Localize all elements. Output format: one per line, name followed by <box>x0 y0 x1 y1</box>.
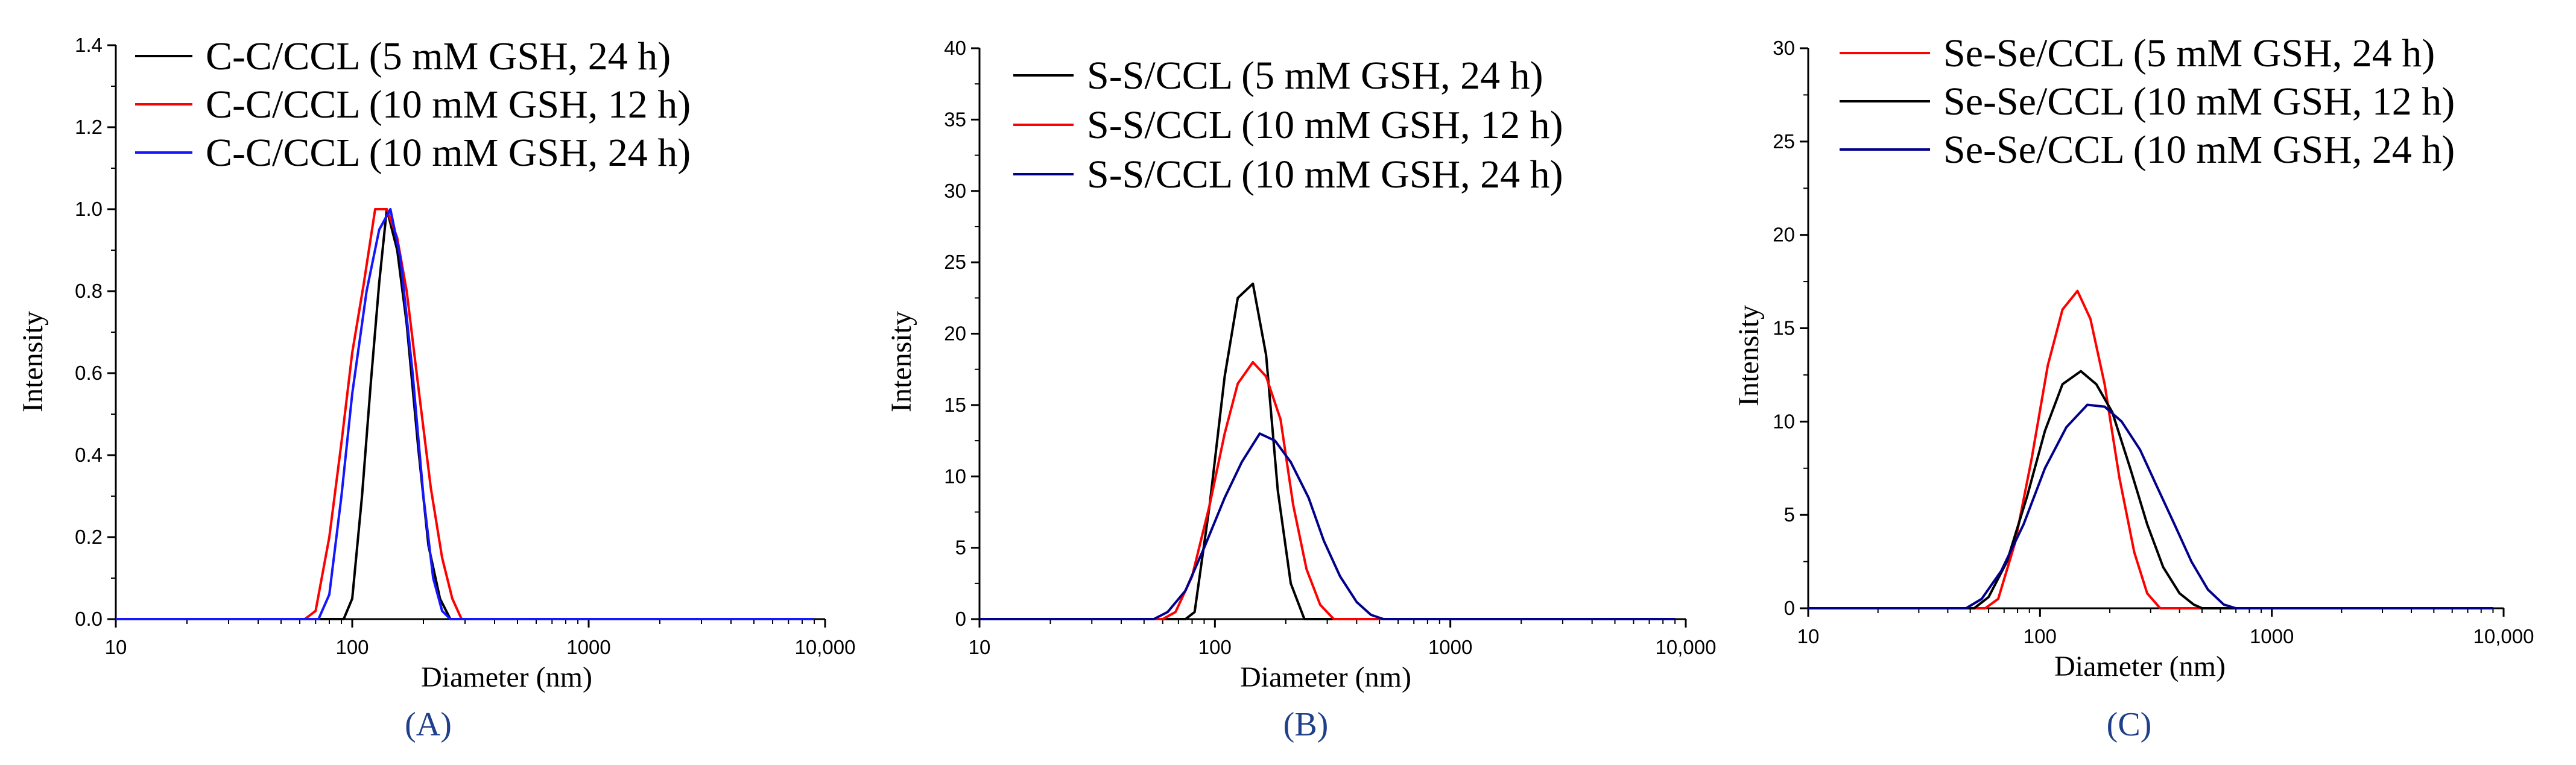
x-tick-label: 100 <box>2024 625 2057 647</box>
x-axis-title: Diameter (nm) <box>1240 661 1411 693</box>
series-line-3 <box>1808 403 2493 609</box>
series-line-3 <box>979 432 1676 620</box>
x-tick-label: 100 <box>1198 636 1232 658</box>
x-tick-label: 10 <box>105 636 127 658</box>
legend-label-3: C-C/CCL (10 mM GSH, 24 h) <box>206 131 691 175</box>
legend-label-3: Se-Se/CCL (10 mM GSH, 24 h) <box>1943 128 2455 172</box>
y-tick-label: 0.8 <box>75 280 103 302</box>
y-tick-label: 0 <box>955 608 966 630</box>
legend-label-2: Se-Se/CCL (10 mM GSH, 12 h) <box>1943 80 2455 124</box>
y-tick-label: 35 <box>944 108 966 130</box>
x-tick-label: 100 <box>335 636 369 658</box>
y-tick-label: 30 <box>944 180 966 202</box>
series-line-1 <box>116 208 815 620</box>
y-axis-title: Intensity <box>17 311 49 412</box>
x-tick-label: 10,000 <box>795 636 856 658</box>
y-tick-label: 10 <box>944 465 966 487</box>
legend-label-1: S-S/CCL (5 mM GSH, 24 h) <box>1087 54 1543 98</box>
y-axis-title: Intensity <box>1733 305 1765 406</box>
chart-panel-b: 0 5 10 15 20 25 30 35 40 10 100 1000 10,000 S-S/CCL (… <box>885 37 1716 743</box>
x-tick-label: 1000 <box>566 636 610 658</box>
series-line-1 <box>979 282 1676 620</box>
legend-label-1: Se-Se/CCL (5 mM GSH, 24 h) <box>1943 31 2435 75</box>
legend-label-2: S-S/CCL (10 mM GSH, 12 h) <box>1087 103 1563 147</box>
x-tick-label: 10 <box>1797 625 1820 647</box>
legend-label-1: C-C/CCL (5 mM GSH, 24 h) <box>206 34 671 78</box>
y-tick-label: 20 <box>1773 224 1795 246</box>
y-tick-label: 40 <box>944 37 966 59</box>
y-tick-label: 15 <box>944 394 966 416</box>
panel-label: (B) <box>1283 706 1329 743</box>
series-line-1 <box>1808 289 2493 609</box>
chart-panel-c: 0 5 10 15 20 25 30 10 100 1000 10,000 Se-Se/CCL (5 … <box>1733 31 2534 743</box>
y-tick-label: 20 <box>944 323 966 345</box>
x-tick-label: 10,000 <box>1656 636 1717 658</box>
y-tick-label: 30 <box>1773 37 1795 59</box>
y-tick-label: 10 <box>1773 410 1795 432</box>
y-tick-label: 1.0 <box>75 198 103 220</box>
y-tick-label: 0.2 <box>75 526 103 548</box>
y-tick-label: 15 <box>1773 317 1795 339</box>
legend-label-2: C-C/CCL (10 mM GSH, 12 h) <box>206 83 691 127</box>
x-tick-label: 1000 <box>2250 625 2294 647</box>
x-axis-title: Diameter (nm) <box>421 661 592 693</box>
y-tick-label: 25 <box>1773 130 1795 153</box>
series-line-2 <box>979 360 1676 620</box>
y-tick-label: 5 <box>955 537 966 559</box>
panel-label: (A) <box>405 706 452 743</box>
x-tick-label: 10,000 <box>2473 625 2534 647</box>
y-tick-label: 1.2 <box>75 116 103 138</box>
x-axis-title: Diameter (nm) <box>2054 650 2226 682</box>
chart-panel-a: 0.0 0.2 0.4 0.6 0.8 1.0 1.2 1.4 10 100 1000 10,000 C… <box>17 34 855 743</box>
series-line-3 <box>116 208 815 620</box>
y-axis-title: Intensity <box>885 311 917 412</box>
y-tick-label: 0.0 <box>75 608 103 630</box>
x-tick-label: 10 <box>969 636 991 658</box>
series-line-2 <box>1808 370 2493 609</box>
x-tick-label: 1000 <box>1428 636 1472 658</box>
y-tick-label: 5 <box>1784 503 1795 526</box>
series-line-2 <box>116 208 815 620</box>
y-tick-label: 0.4 <box>75 444 103 466</box>
y-tick-label: 25 <box>944 251 966 273</box>
y-tick-label: 1.4 <box>75 34 103 56</box>
panel-label: (C) <box>2107 706 2152 743</box>
y-tick-label: 0.6 <box>75 362 103 384</box>
legend-label-3: S-S/CCL (10 mM GSH, 24 h) <box>1087 153 1563 197</box>
y-tick-label: 0 <box>1784 597 1795 619</box>
